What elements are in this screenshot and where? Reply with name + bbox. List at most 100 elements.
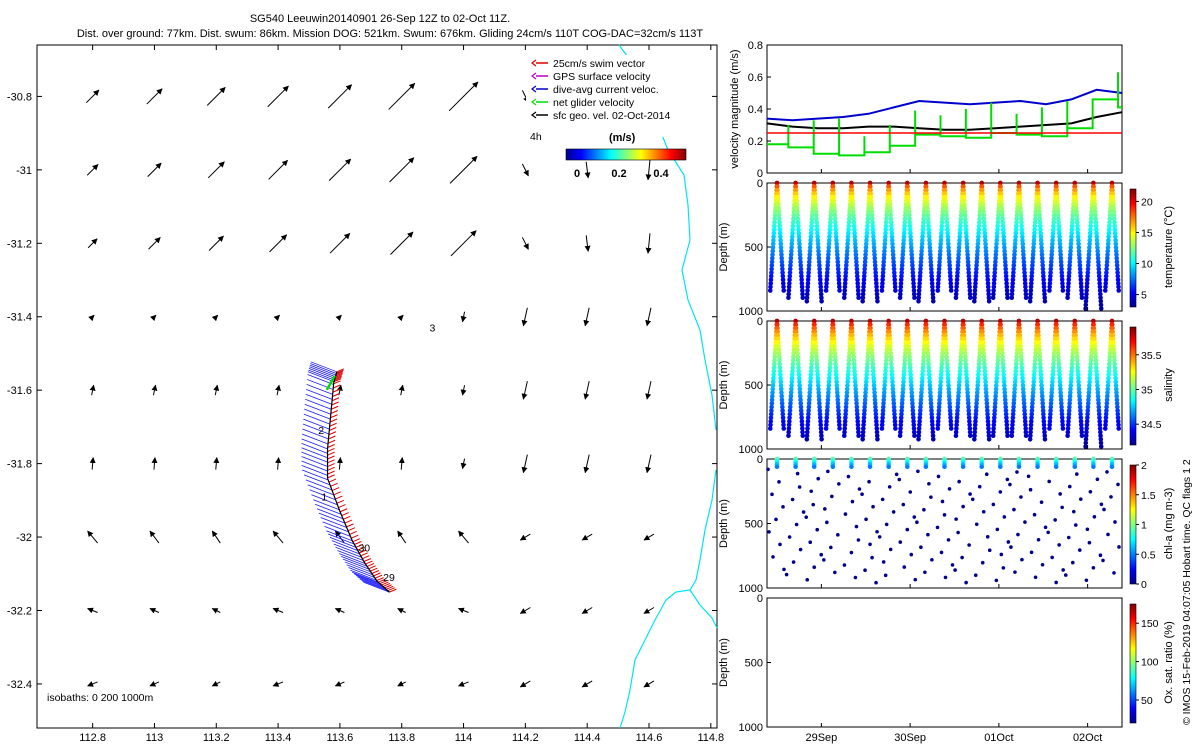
- cast-point: [850, 347, 856, 352]
- cast-point: [865, 212, 871, 218]
- cast-point: [862, 270, 867, 275]
- cast-point: [787, 404, 793, 410]
- swim-vector: [335, 372, 343, 377]
- section-ylabel: Depth (m): [718, 638, 730, 687]
- chl-point: [942, 513, 947, 517]
- colorbar-label: chl-a (mg m-3): [1163, 488, 1175, 560]
- cast-point: [991, 415, 997, 421]
- cast-point: [818, 291, 824, 297]
- chl-point: [1047, 479, 1051, 484]
- cast-point: [1030, 263, 1035, 268]
- cast-point: [1010, 284, 1015, 290]
- cast-point: [787, 419, 792, 424]
- cast-point: [778, 248, 784, 254]
- cast-point: [1074, 205, 1079, 211]
- cast-point: [956, 255, 961, 261]
- cast-point: [1087, 241, 1092, 247]
- cast-point: [1023, 295, 1029, 300]
- cast-point: [991, 422, 997, 428]
- cast-point: [827, 234, 832, 240]
- cast-point: [943, 343, 949, 349]
- cast-point: [944, 350, 949, 356]
- cast-point: [767, 288, 773, 293]
- cast-point: [975, 238, 981, 243]
- cast-point: [965, 393, 971, 399]
- cast-point: [920, 227, 926, 232]
- chl-point: [916, 469, 920, 474]
- cast-point: [817, 408, 823, 413]
- current-arrow: [275, 457, 282, 470]
- cast-point: [1112, 365, 1118, 370]
- cast-point: [1070, 354, 1075, 360]
- velocity-ytick-label: 0.6: [748, 72, 763, 84]
- chl-point: [904, 464, 910, 470]
- cast-point: [911, 288, 917, 293]
- cast-point: [1106, 365, 1112, 370]
- cast-point: [1022, 281, 1028, 286]
- dive-avg-current-vector: [301, 464, 328, 476]
- cast-point: [973, 419, 978, 424]
- cast-point: [809, 223, 814, 229]
- cast-point: [1016, 180, 1022, 186]
- cast-point: [936, 277, 941, 283]
- cast-point: [942, 187, 948, 193]
- cast-point: [775, 336, 781, 342]
- chl-point: [1035, 464, 1040, 470]
- cast-point: [1067, 397, 1073, 403]
- cast-point: [863, 252, 868, 257]
- cast-point: [1092, 202, 1098, 207]
- swim-vector: [334, 375, 343, 380]
- cast-point: [1091, 318, 1096, 324]
- cast-point: [841, 295, 847, 300]
- cast-point: [1074, 350, 1080, 356]
- cast-point: [768, 277, 774, 283]
- cast-point: [901, 238, 906, 243]
- cast-point: [985, 408, 990, 413]
- cast-point: [871, 238, 876, 243]
- cast-point: [979, 180, 985, 186]
- cast-point: [1022, 270, 1027, 275]
- cast-point: [1018, 354, 1024, 360]
- cast-point: [1023, 284, 1028, 290]
- cast-point: [1115, 419, 1121, 424]
- cast-point: [826, 248, 831, 254]
- cast-point: [1011, 397, 1017, 403]
- cast-point: [1012, 241, 1018, 247]
- cast-point: [1031, 383, 1036, 388]
- chl-point: [1012, 507, 1016, 512]
- cast-point: [1013, 368, 1019, 374]
- cast-point: [1085, 408, 1091, 413]
- cast-point: [813, 198, 818, 204]
- dive-avg-current-vector: [309, 366, 336, 378]
- cast-point: [815, 376, 821, 381]
- cast-point: [1073, 333, 1078, 338]
- current-arrow: [334, 681, 345, 687]
- cast-point: [880, 277, 885, 283]
- swim-vector: [327, 463, 335, 468]
- cast-point: [1018, 209, 1024, 214]
- legend-item-label: 25cm/s swim vector: [553, 58, 646, 70]
- cast-point: [789, 234, 795, 240]
- cast-point: [772, 350, 778, 356]
- cast-point: [1000, 223, 1006, 229]
- swim-vector: [339, 508, 348, 513]
- cast-point: [1085, 266, 1091, 272]
- cast-point: [800, 291, 805, 297]
- cast-point: [916, 429, 922, 435]
- current-arrow: [389, 157, 415, 183]
- cast-point: [908, 241, 914, 247]
- cast-point: [781, 422, 786, 428]
- cast-point: [1089, 209, 1094, 214]
- cast-point: [1021, 397, 1027, 403]
- cast-point: [1105, 252, 1110, 257]
- cast-point: [836, 411, 841, 417]
- cast-point: [1031, 238, 1037, 243]
- cast-point: [920, 372, 925, 378]
- chl-point: [881, 560, 886, 564]
- cast-point: [984, 266, 990, 272]
- cast-point: [1065, 295, 1070, 300]
- cast-point: [905, 187, 911, 193]
- cast-point: [1109, 318, 1115, 324]
- cast-point: [806, 411, 811, 417]
- cast-point: [1001, 368, 1006, 374]
